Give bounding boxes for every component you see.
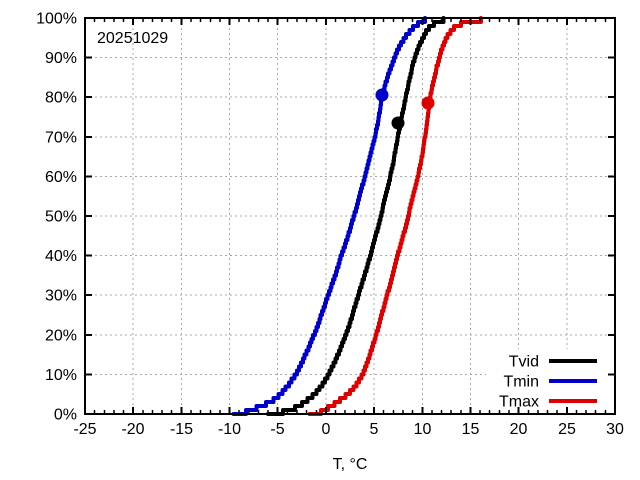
x-tick-label: 0: [322, 421, 331, 438]
x-tick-label: -25: [73, 421, 96, 438]
curve-tmax: [307, 16, 483, 416]
y-tick-label: 70%: [45, 130, 77, 147]
x-tick-label: -10: [218, 421, 241, 438]
legend-label-tmax: Tmax: [499, 394, 539, 411]
y-tick-label: 80%: [45, 90, 77, 107]
y-tick-label: 60%: [45, 169, 77, 186]
y-tick-label: 90%: [45, 50, 77, 67]
x-tick-label: -5: [270, 421, 284, 438]
axes-frame: [84, 17, 616, 415]
curves: [231, 16, 483, 416]
marker-tmin: [375, 88, 389, 102]
y-tick-label: 100%: [36, 11, 77, 28]
legend-label-tmin: Tmin: [503, 374, 539, 391]
legend: Tvid Tmin Tmax: [499, 354, 597, 411]
y-tick-label: 20%: [45, 328, 77, 345]
x-axis-title: T, °C: [333, 456, 368, 473]
x-tick-label: 15: [462, 421, 480, 438]
x-tick-label: -20: [121, 421, 144, 438]
x-tick-label: 10: [414, 421, 432, 438]
curve-tmin: [231, 16, 427, 416]
y-tick-label: 50%: [45, 209, 77, 226]
x-tick-label: 25: [558, 421, 576, 438]
y-tick-label: 30%: [45, 288, 77, 305]
y-tick-label: 0%: [54, 407, 77, 424]
y-tick-label: 40%: [45, 248, 77, 265]
marker-tvid: [391, 116, 405, 130]
date-annotation: 20251029: [97, 30, 168, 47]
marker-tmax: [421, 96, 435, 110]
tick-labels: -25 -20 -15 -10 -5 0 5 10 15 20 25 30 0% 10% 20% 30% 40%…: [36, 11, 624, 439]
y-tick-label: 10%: [45, 367, 77, 384]
curve-tvid: [266, 16, 446, 416]
legend-label-tvid: Tvid: [509, 354, 539, 371]
x-tick-label: 5: [370, 421, 379, 438]
x-tick-label: -15: [170, 421, 193, 438]
x-tick-label: 30: [606, 421, 624, 438]
grid-lines: [85, 18, 615, 414]
x-tick-label: 20: [510, 421, 528, 438]
curve-markers: [375, 88, 435, 130]
